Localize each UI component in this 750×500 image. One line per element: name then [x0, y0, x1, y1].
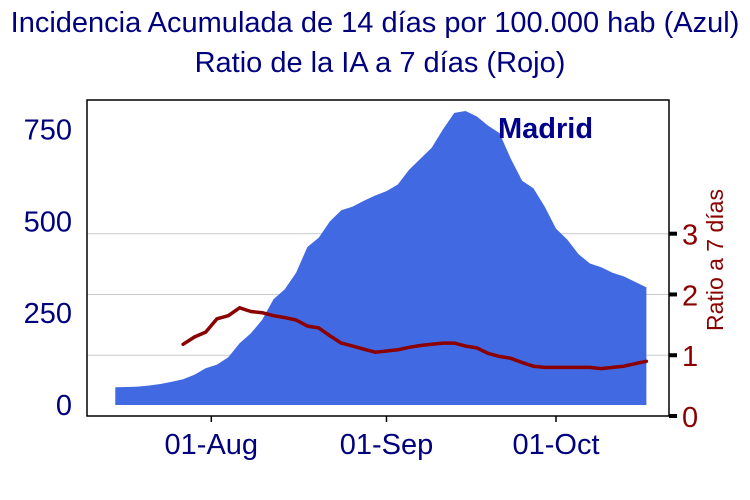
region-annotation: Madrid — [498, 113, 593, 145]
right-tick-label: 2 — [682, 280, 698, 312]
plot-frame — [86, 99, 670, 417]
ratio-line — [181, 306, 649, 371]
left-tick-label: 0 — [56, 390, 72, 422]
x-tick-label: 01-Sep — [340, 429, 434, 461]
right-tick-label: 0 — [682, 402, 698, 434]
right-axis-ticks: 0 1 2 3 — [669, 220, 698, 434]
left-axis-ticks: 0 250 500 750 — [24, 114, 72, 422]
right-tick-label: 3 — [682, 220, 698, 252]
chart-title-line2: Ratio de la IA a 7 días (Rojo) — [195, 47, 566, 79]
right-tick-label: 1 — [682, 341, 698, 373]
x-tick-label: 01-Oct — [512, 429, 599, 461]
left-tick-label: 500 — [24, 206, 72, 238]
x-axis-ticks: 01-Aug 01-Sep 01-Oct — [165, 416, 600, 461]
ratio-series-layer — [181, 306, 649, 371]
right-axis-label: Ratio a 7 días — [702, 189, 728, 331]
left-tick-label: 250 — [24, 298, 72, 330]
chart-title-line1: Incidencia Acumulada de 14 días por 100.… — [11, 7, 740, 39]
x-tick-label: 01-Aug — [165, 429, 259, 461]
left-tick-label: 750 — [24, 114, 72, 146]
area-series-layer — [115, 111, 647, 405]
incidence-area — [115, 111, 647, 405]
